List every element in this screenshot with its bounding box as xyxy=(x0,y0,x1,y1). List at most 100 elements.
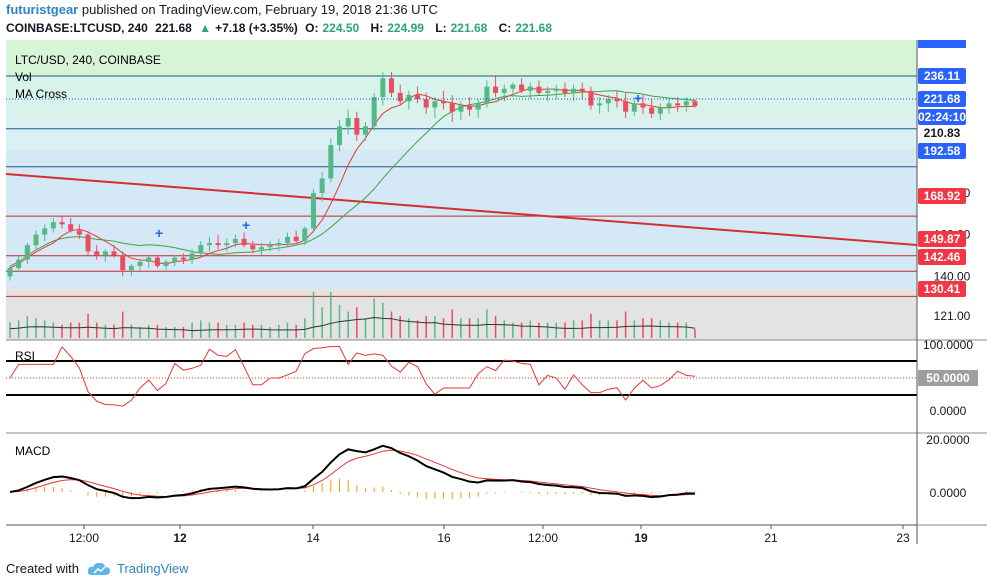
candle-body xyxy=(68,224,74,231)
rsi-axis[interactable]: 100.0000 50.0000 0.0000 xyxy=(918,338,978,418)
price-label-tag: 142.46 xyxy=(918,249,966,265)
rsi-legend[interactable]: RSI xyxy=(15,349,35,363)
candle-body xyxy=(42,228,48,235)
low-label: L: xyxy=(435,21,447,35)
main-legend-title: LTC/USD, 240, COINBASE xyxy=(15,53,161,67)
candle-body xyxy=(649,107,655,114)
price-levels xyxy=(6,75,917,297)
cross-markers: + + + xyxy=(155,90,642,241)
candle-body xyxy=(198,245,204,254)
macd-legend[interactable]: MACD xyxy=(15,444,51,458)
price-label-tag: 236.11 xyxy=(918,68,966,84)
rsi-tick-label: 50.0000 xyxy=(926,371,970,385)
candle-body xyxy=(605,99,611,104)
candle-body xyxy=(94,251,100,256)
candle-body xyxy=(128,265,134,271)
price-axis[interactable]: 121.00140.00160.00180.00236.11221.6802:2… xyxy=(918,40,971,323)
price-label-tag: 210.83 xyxy=(918,125,966,141)
price-pane[interactable]: + + + LTC/USD, 240, COINBASE Vol MA Cros… xyxy=(5,40,918,340)
macd-axis[interactable]: 20.0000 0.0000 xyxy=(926,433,970,500)
candle-body xyxy=(267,245,273,248)
high-label: H: xyxy=(370,21,384,35)
macd-pane[interactable]: MACD xyxy=(9,444,696,500)
candles xyxy=(7,72,698,281)
candle-body xyxy=(493,86,499,93)
zone-green-top xyxy=(6,40,917,76)
close-label: C: xyxy=(498,21,512,35)
publish-header: futuristgear published on TradingView.co… xyxy=(6,2,438,17)
candle-body xyxy=(475,103,481,110)
candle-body xyxy=(380,78,386,98)
candle-body xyxy=(284,236,290,244)
candle-body xyxy=(449,103,455,112)
candle-body xyxy=(258,247,264,250)
candle-body xyxy=(501,88,507,93)
price-label-bg xyxy=(918,91,966,107)
price-label-tag: 192.58 xyxy=(918,143,966,159)
legend-ma-cross[interactable]: MA Cross xyxy=(15,87,67,101)
candle-body xyxy=(215,243,221,246)
rsi-value-tag xyxy=(918,370,978,386)
candle-body xyxy=(250,245,256,250)
candle-body xyxy=(432,101,438,108)
candle-body xyxy=(657,107,663,114)
open-label: O: xyxy=(305,21,319,35)
candle-body xyxy=(336,126,342,146)
time-tick-label: 21 xyxy=(764,531,778,545)
candle-body xyxy=(328,145,334,179)
candle-body xyxy=(363,126,369,135)
created-with: Created with xyxy=(6,561,79,576)
candle-body xyxy=(319,178,325,193)
price-label-bg xyxy=(918,125,966,141)
time-tick-label: 14 xyxy=(306,531,320,545)
price-label-text: 149.87 xyxy=(924,232,961,246)
time-axis[interactable]: 12:00 12 14 16 12:00 19 21 23 xyxy=(69,525,910,545)
candle-body xyxy=(76,230,82,235)
candle-body xyxy=(458,105,464,112)
candle-body xyxy=(545,90,551,93)
zone-aqua xyxy=(6,117,917,149)
time-tick-label: 12:00 xyxy=(69,531,99,545)
price-change: +7.18 (+3.35%) xyxy=(215,21,298,35)
candle-body xyxy=(206,243,212,246)
price-label-tag: 221.68 xyxy=(918,91,966,107)
candle-body xyxy=(24,245,30,260)
candle-body xyxy=(675,103,681,106)
ohlc-header: COINBASE:LTCUSD, 240 221.68 ▲ +7.18 (+3.3… xyxy=(6,21,560,35)
legend-vol[interactable]: Vol xyxy=(15,70,32,84)
open-value: 224.50 xyxy=(322,21,360,35)
rsi-tick-label: 0.0000 xyxy=(930,404,967,418)
price-label-tag: 130.41 xyxy=(918,281,966,297)
price-tick-label: 140.00 xyxy=(934,269,971,283)
price-label-bg xyxy=(918,249,966,265)
candle-body xyxy=(146,257,152,262)
macd-tick-label: 0.0000 xyxy=(930,486,967,500)
low-value: 221.68 xyxy=(450,21,488,35)
candle-body xyxy=(120,255,126,271)
tradingview-brand-link[interactable]: TradingView xyxy=(116,561,189,576)
candle-body xyxy=(102,251,108,256)
cross-marker-icon: + xyxy=(242,217,250,233)
cross-marker-icon: + xyxy=(155,225,163,241)
price-label-text: 02:24:10 xyxy=(918,110,966,124)
candle-body xyxy=(389,78,395,93)
rsi-pane[interactable]: RSI xyxy=(6,345,917,407)
zone-blue xyxy=(6,149,917,287)
candle-body xyxy=(16,259,22,269)
author-name[interactable]: futuristgear xyxy=(6,2,79,17)
time-tick-label: 23 xyxy=(896,531,910,545)
trendline[interactable] xyxy=(5,173,918,246)
candle-body xyxy=(510,84,516,89)
candle-body xyxy=(293,236,299,241)
candle-body xyxy=(579,88,585,91)
candle-body xyxy=(163,261,169,266)
candle-body xyxy=(467,105,473,110)
candle-body xyxy=(441,101,447,104)
price-label-bg xyxy=(918,109,966,125)
price-label-clipped xyxy=(918,40,966,48)
price-label-text: 168.92 xyxy=(924,189,961,203)
candle-body xyxy=(310,192,316,229)
price-label-text: 142.46 xyxy=(924,250,961,264)
candle-body xyxy=(423,99,429,108)
